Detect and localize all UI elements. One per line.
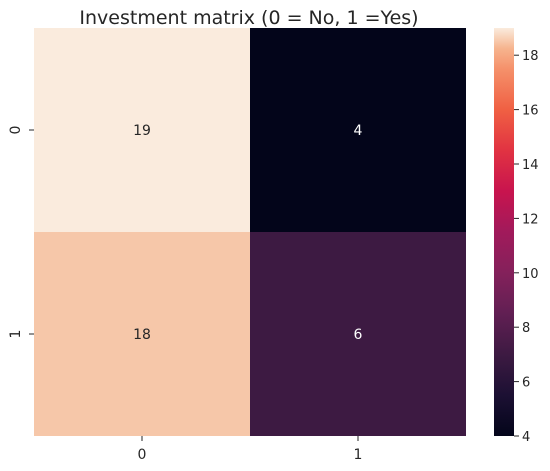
y-axis: 01 <box>8 126 34 339</box>
heatmap-cell <box>34 232 250 436</box>
cell-value-label: 19 <box>133 123 151 139</box>
cell-value-label: 4 <box>354 123 363 139</box>
colorbar-tick-label: 4 <box>522 430 530 445</box>
colorbar-tick-label: 6 <box>522 376 530 391</box>
colorbar-tick-label: 10 <box>522 267 539 282</box>
cell-value-label: 6 <box>354 327 363 343</box>
x-tick-label: 1 <box>354 447 363 463</box>
colorbar-tick-label: 8 <box>522 321 530 336</box>
y-tick-label: 1 <box>8 330 24 339</box>
colorbar-gradient <box>494 28 514 436</box>
colorbar-tick-label: 14 <box>522 158 539 173</box>
heatmap-cell <box>34 28 250 232</box>
colorbar-tick-label: 18 <box>522 49 539 64</box>
y-tick-label: 0 <box>8 126 24 135</box>
chart-title: Investment matrix (0 = No, 1 =Yes) <box>79 7 418 29</box>
colorbar: 4 6 8 10 12 14 16 18 <box>494 28 539 445</box>
cell-value-label: 18 <box>133 327 151 343</box>
heatmap-cell <box>250 232 466 436</box>
heatmap-cells: 19 4 18 6 <box>34 28 466 436</box>
colorbar-tick-label: 12 <box>522 212 539 227</box>
x-tick-label: 0 <box>138 447 147 463</box>
colorbar-tick-label: 16 <box>522 104 539 119</box>
heatmap-cell <box>250 28 466 232</box>
